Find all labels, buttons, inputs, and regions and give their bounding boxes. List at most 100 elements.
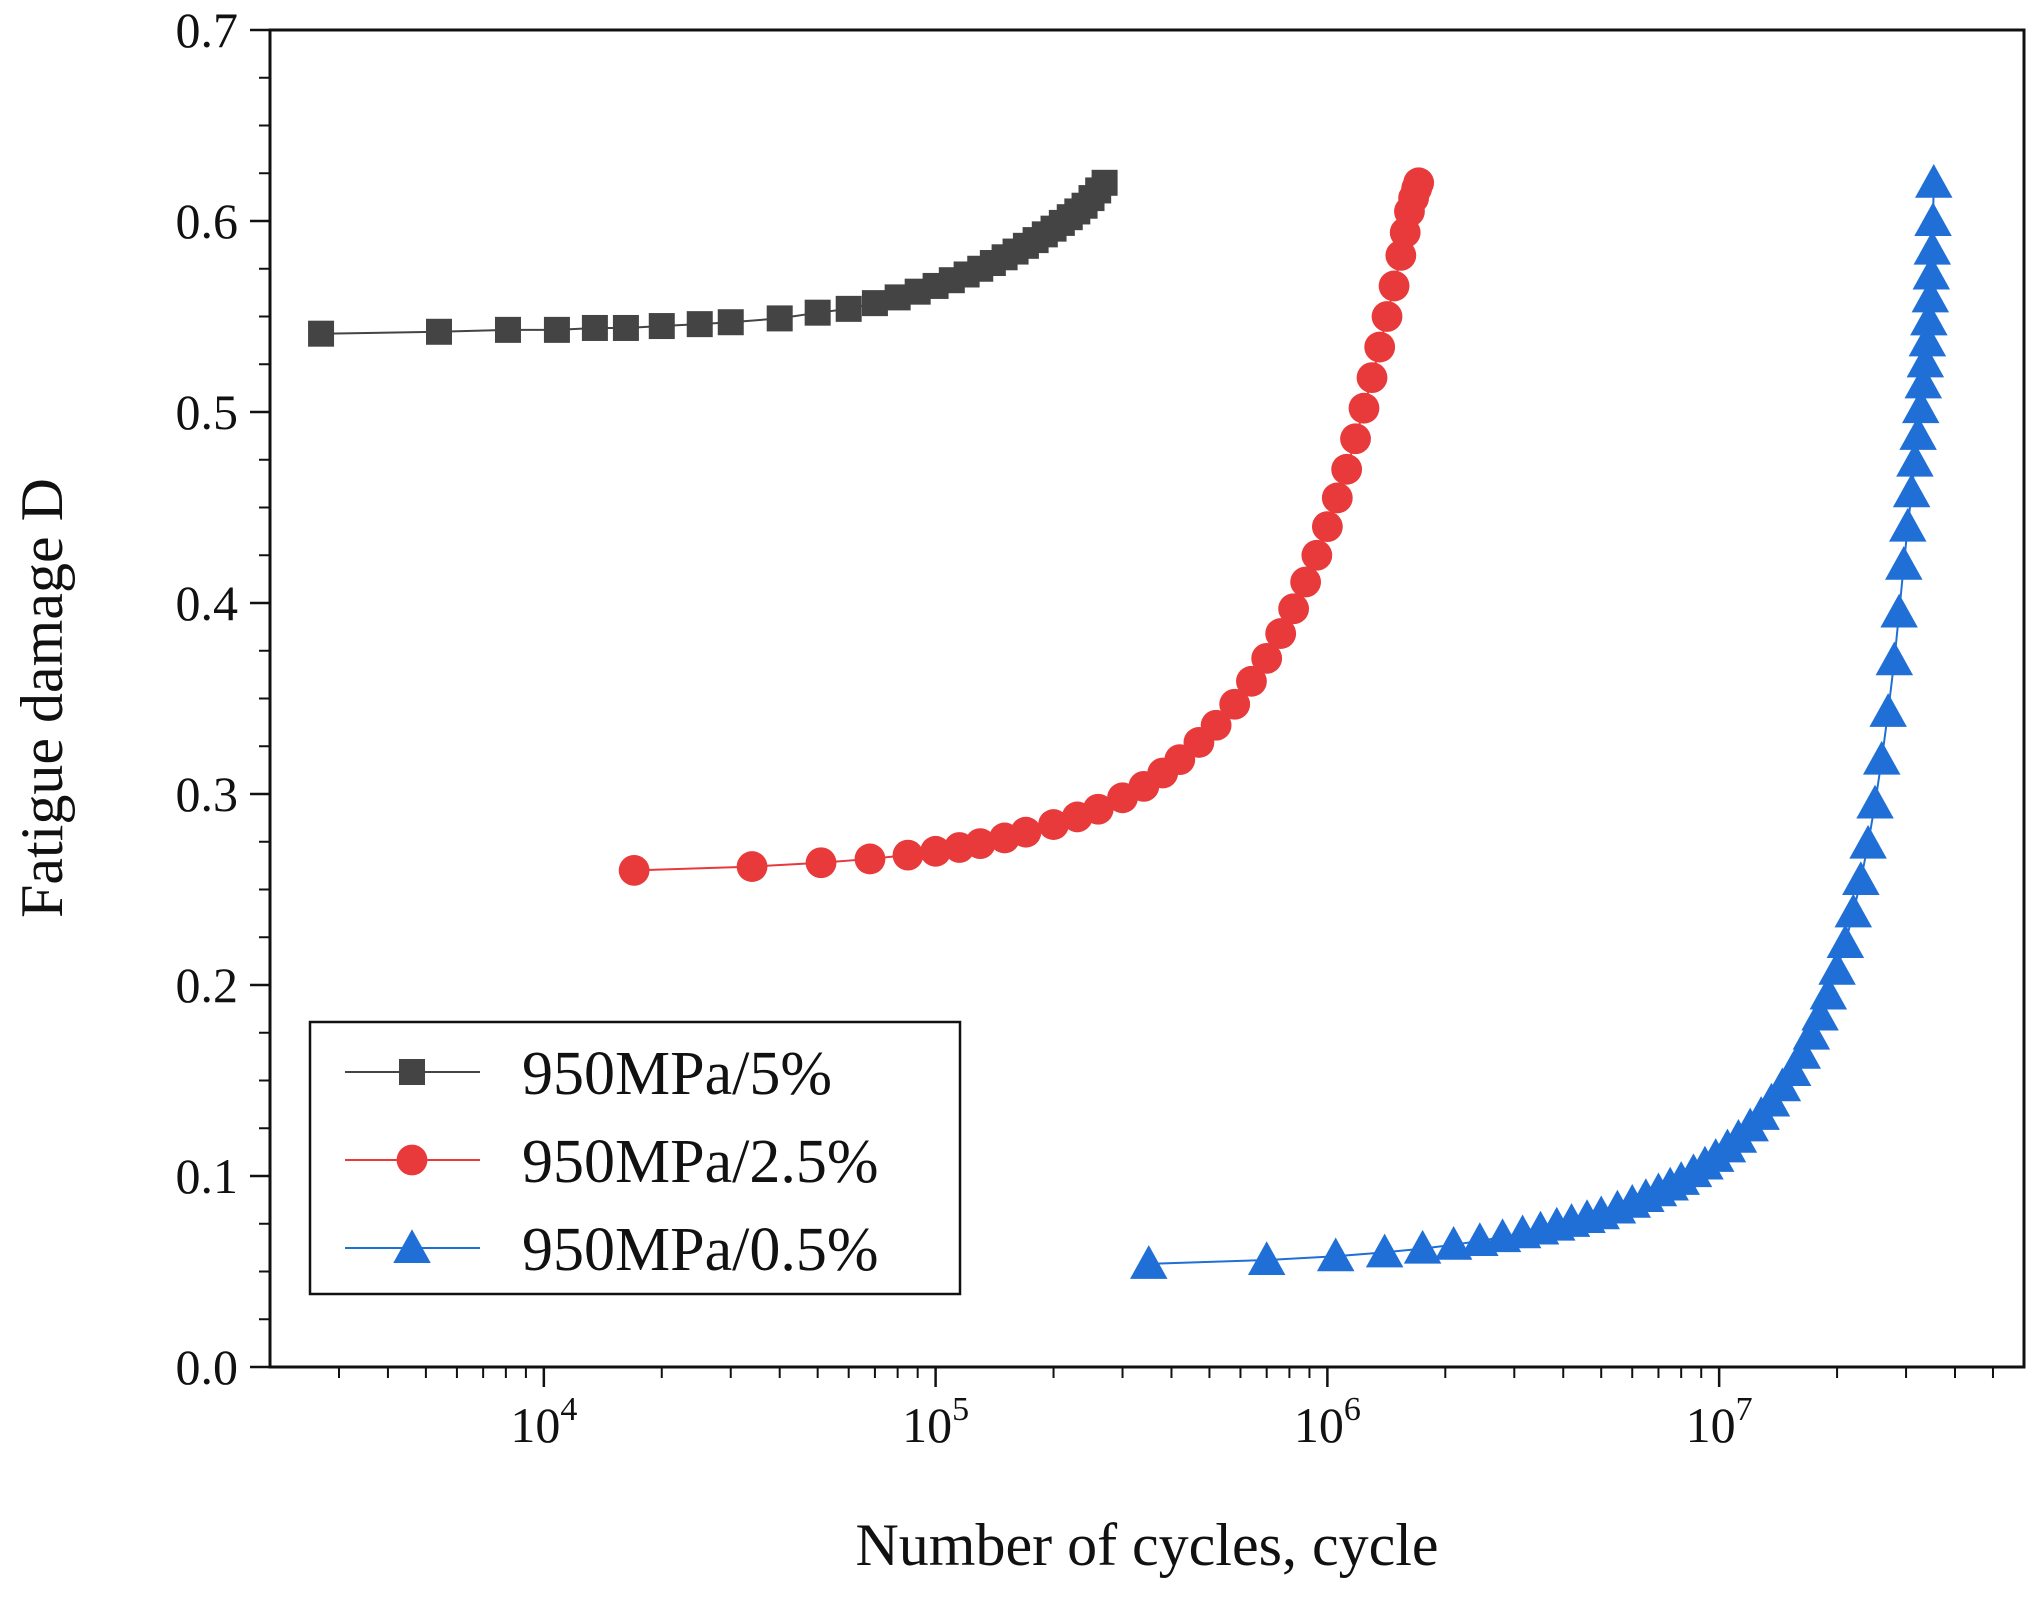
y-axis-title: Fatigue damage D [9, 478, 75, 918]
data-point [1892, 473, 1931, 508]
data-point [1773, 1052, 1812, 1086]
data-point [1316, 1237, 1355, 1272]
x-tick-exponent: 7 [1736, 1391, 1753, 1428]
y-tick-label: 0.2 [176, 957, 239, 1013]
data-point [425, 318, 452, 345]
data-point [1911, 278, 1950, 313]
data-point [1365, 1233, 1404, 1268]
data-point [1896, 442, 1934, 477]
data-point [1434, 1226, 1473, 1260]
data-point [1842, 861, 1880, 895]
data-point [1856, 784, 1894, 819]
series-1 [308, 169, 1118, 347]
x-tick-exponent: 6 [1344, 1391, 1361, 1428]
data-point [1331, 453, 1363, 485]
y-tick-label: 0.1 [176, 1148, 239, 1204]
y-tick-label: 0.4 [176, 575, 239, 631]
data-point [612, 314, 639, 341]
x-tick-label: 105 [902, 1391, 969, 1453]
legend-label: 950MPa/2.5% [522, 1128, 879, 1196]
data-point [1130, 1245, 1168, 1279]
data-point [1378, 270, 1410, 302]
x-tick-exponent: 5 [952, 1391, 969, 1428]
data-point [1880, 593, 1918, 628]
data-point [1364, 331, 1396, 363]
data-point [854, 843, 886, 875]
data-point [1340, 423, 1371, 455]
data-point [1869, 693, 1907, 727]
data-point [581, 314, 608, 341]
x-tick-base: 10 [1686, 1397, 1736, 1453]
data-point [494, 316, 521, 343]
x-tick-label: 107 [1686, 1391, 1753, 1453]
data-point [736, 851, 768, 882]
data-point [1403, 1229, 1442, 1264]
y-tick-label: 0.0 [176, 1339, 239, 1395]
x-tick-exponent: 4 [560, 1391, 577, 1428]
x-tick-label: 104 [510, 1391, 577, 1453]
y-tick-label: 0.6 [176, 193, 239, 249]
data-point [1913, 230, 1952, 265]
x-tick-base: 10 [1294, 1397, 1344, 1453]
legend: 950MPa/5% 950MPa/2.5% 950MPa/0.5% [308, 1020, 962, 1296]
data-point [964, 828, 996, 860]
data-point [1912, 255, 1951, 290]
data-point [1082, 793, 1114, 825]
data-point [1801, 996, 1839, 1031]
y-tick-label: 0.3 [176, 766, 239, 822]
data-point [1889, 507, 1927, 542]
data-point [892, 839, 924, 871]
data-point [861, 290, 888, 317]
data-point [835, 295, 862, 322]
data-point [1914, 202, 1952, 236]
data-point [1862, 740, 1901, 775]
data-point [1247, 1241, 1286, 1276]
data-point [1901, 389, 1940, 424]
data-point [308, 320, 335, 347]
data-point [543, 316, 570, 343]
y-tick-label: 0.5 [176, 384, 239, 440]
data-point [1321, 482, 1353, 514]
data-point [1906, 343, 1945, 378]
data-point [1301, 539, 1333, 571]
x-tick-base: 10 [510, 1397, 560, 1453]
data-point [717, 309, 744, 336]
data-point [648, 313, 675, 340]
data-point [1265, 618, 1297, 649]
data-point [1311, 511, 1343, 542]
data-point [1783, 1035, 1822, 1069]
data-point [1371, 301, 1403, 332]
data-point [1885, 546, 1923, 580]
data-point [1834, 893, 1873, 928]
legend-marker [393, 1229, 431, 1263]
x-axis-title: Number of cycles, cycle [855, 1512, 1438, 1578]
data-point [1290, 566, 1322, 598]
data-point [1875, 641, 1914, 676]
data-point [1403, 167, 1435, 199]
data-point [1010, 816, 1042, 848]
x-tick-label: 106 [1294, 1391, 1361, 1453]
data-point [766, 305, 793, 332]
data-point [1904, 364, 1943, 399]
data-point [1385, 239, 1417, 271]
legend-marker [396, 1144, 428, 1176]
data-point [1236, 665, 1267, 697]
series-2 [618, 167, 1435, 886]
data-point [1200, 709, 1232, 741]
data-point [1038, 809, 1069, 840]
data-point [1091, 169, 1118, 196]
plot-layer [308, 164, 1953, 1279]
data-point [1826, 924, 1865, 958]
data-point [618, 855, 650, 886]
data-point [805, 847, 837, 879]
data-point [920, 835, 952, 867]
data-point [1908, 322, 1947, 357]
legend-label: 950MPa/5% [522, 1040, 832, 1108]
series-3 [1130, 164, 1953, 1279]
data-point [1910, 301, 1948, 336]
data-point [1356, 362, 1388, 394]
data-point [804, 299, 831, 326]
legend-label: 950MPa/0.5% [522, 1216, 879, 1284]
x-tick-base: 10 [902, 1397, 952, 1453]
